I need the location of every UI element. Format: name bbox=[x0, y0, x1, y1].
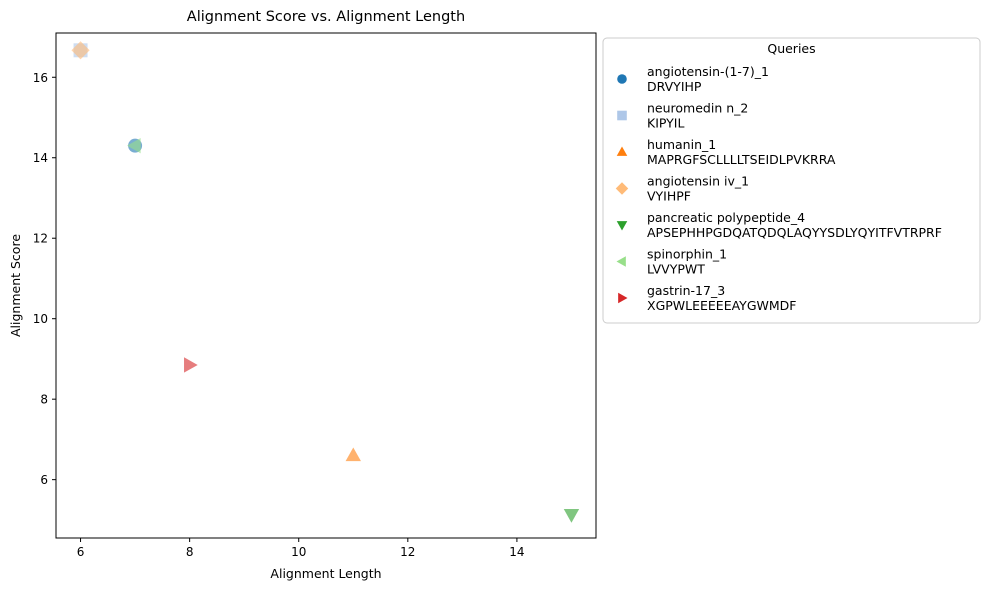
legend-entry-sequence-2: MAPRGFSCLLLLTSEIDLPVKRRA bbox=[647, 152, 836, 167]
data-point-series-6-0 bbox=[184, 357, 198, 373]
data-point-series-5-0 bbox=[127, 137, 141, 154]
legend-entry-name-4: pancreatic polypeptide_4 bbox=[647, 210, 805, 225]
y-tick-label-2: 10 bbox=[33, 312, 48, 326]
y-tick-label-3: 12 bbox=[33, 232, 48, 246]
data-point-series-2-0 bbox=[345, 447, 361, 462]
x-tick-label-4: 14 bbox=[509, 545, 524, 559]
legend-entry-sequence-6: XGPWLEEEEEAYGWMDF bbox=[647, 298, 796, 313]
legend-entry-sequence-1: KIPYIL bbox=[647, 116, 684, 131]
y-tick-label-5: 16 bbox=[33, 71, 48, 85]
x-tick-label-1: 8 bbox=[186, 545, 194, 559]
legend-entry-name-6: gastrin-17_3 bbox=[647, 283, 725, 298]
legend-marker-1 bbox=[617, 110, 627, 121]
x-axis-label: Alignment Length bbox=[270, 566, 381, 581]
x-tick-label-3: 12 bbox=[400, 545, 415, 559]
legend-marker-3 bbox=[615, 182, 629, 195]
chart-title: Alignment Score vs. Alignment Length bbox=[187, 9, 465, 25]
legend-marker-0 bbox=[617, 74, 627, 84]
y-axis-label: Alignment Score bbox=[8, 234, 23, 337]
legend-marker-2 bbox=[616, 146, 628, 156]
y-tick-label-1: 8 bbox=[40, 393, 48, 407]
legend-entry-name-0: angiotensin-(1-7)_1 bbox=[647, 64, 769, 79]
legend-entry-name-2: humanin_1 bbox=[647, 137, 716, 152]
legend-entry-sequence-4: APSEPHHPGDQATQDQLAQYYSDLYQYITFVTRPRF bbox=[647, 225, 942, 240]
legend-title: Queries bbox=[767, 41, 815, 56]
legend-marker-4 bbox=[616, 221, 628, 231]
legend-marker-5 bbox=[616, 256, 626, 267]
x-tick-label-0: 6 bbox=[77, 545, 85, 559]
legend-entry-name-1: neuromedin n_2 bbox=[647, 101, 748, 116]
legend-entry-name-5: spinorphin_1 bbox=[647, 247, 727, 262]
legend-marker-6 bbox=[618, 292, 628, 304]
legend-box bbox=[602, 37, 981, 324]
y-tick-label-4: 14 bbox=[33, 151, 48, 165]
x-tick-label-2: 10 bbox=[291, 545, 306, 559]
legend-entry-sequence-3: VYIHPF bbox=[647, 189, 691, 204]
legend-entry-name-3: angiotensin iv_1 bbox=[647, 174, 749, 189]
plot-area-frame bbox=[55, 32, 597, 539]
legend-entry-sequence-5: LVVYPWT bbox=[647, 262, 705, 277]
legend-entry-sequence-0: DRVYIHP bbox=[647, 79, 702, 94]
data-point-series-4-0 bbox=[563, 509, 580, 523]
y-tick-label-0: 6 bbox=[40, 473, 48, 487]
